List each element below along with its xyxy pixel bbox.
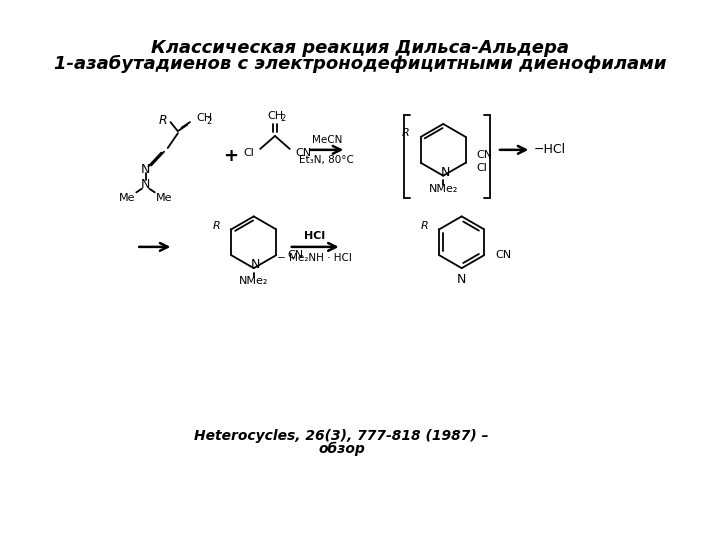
Text: −HCl: −HCl (534, 143, 566, 157)
Text: CH: CH (267, 111, 283, 120)
Text: NMe₂: NMe₂ (239, 276, 269, 286)
Text: CN: CN (287, 250, 303, 260)
Text: 2: 2 (207, 117, 212, 126)
Text: R: R (402, 128, 410, 138)
Text: NMe₂: NMe₂ (428, 184, 458, 194)
Text: − Me₂NH · HCl: − Me₂NH · HCl (277, 253, 352, 263)
Text: Классическая реакция Дильса-Альдера: Классическая реакция Дильса-Альдера (151, 39, 569, 57)
Text: +: + (223, 147, 238, 165)
Text: N: N (141, 163, 150, 176)
Text: обзор: обзор (318, 442, 365, 456)
Text: N: N (251, 258, 260, 271)
Text: CN: CN (477, 150, 492, 160)
Text: Heterocycles, 26(3), 777-818 (1987) –: Heterocycles, 26(3), 777-818 (1987) – (194, 429, 489, 443)
Text: R: R (212, 221, 220, 231)
Text: Cl: Cl (244, 147, 255, 158)
Text: MeCN: MeCN (312, 134, 342, 145)
Text: R: R (420, 221, 428, 231)
Text: CN: CN (495, 250, 511, 260)
Text: Cl: Cl (477, 163, 487, 173)
Text: R: R (158, 114, 167, 127)
Text: CH: CH (197, 113, 212, 124)
Text: HCl: HCl (304, 231, 325, 241)
Text: CN: CN (295, 147, 312, 158)
Text: 1-азабутадиенов с электронодефицитными диенофилами: 1-азабутадиенов с электронодефицитными д… (54, 55, 666, 73)
Text: N: N (441, 166, 450, 179)
Text: 2: 2 (281, 114, 286, 123)
Text: N: N (457, 273, 467, 286)
Text: N: N (141, 178, 150, 192)
Text: Me: Me (119, 193, 135, 203)
Text: Me: Me (156, 193, 172, 203)
Text: Et₃N, 80°C: Et₃N, 80°C (300, 155, 354, 165)
